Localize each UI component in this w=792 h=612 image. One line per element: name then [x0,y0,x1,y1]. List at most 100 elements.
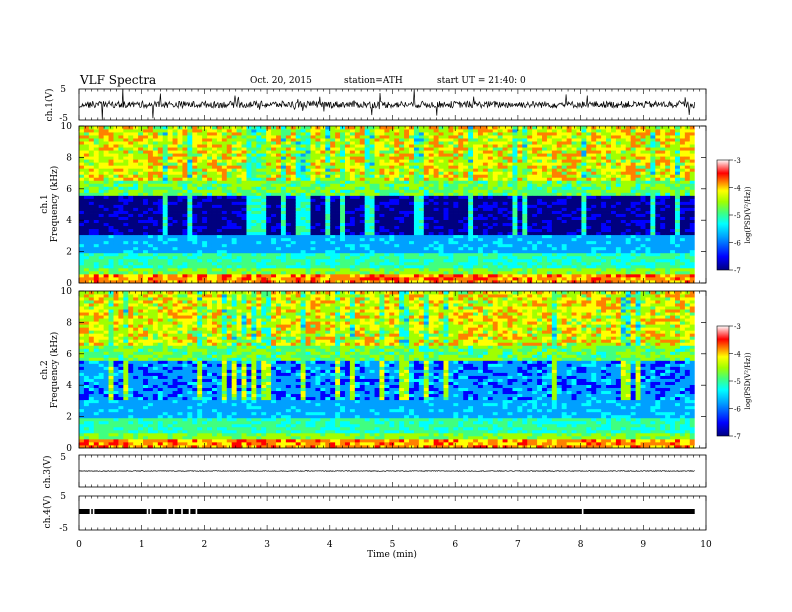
spectrogram-cell [123,216,129,220]
spectrogram-cell [369,144,375,148]
spectrogram-cell [207,225,213,230]
spectrogram-cell [477,249,484,254]
spectrogram-cell [103,147,109,151]
spectrogram-cell [473,126,479,130]
spectrogram-cell [512,144,518,148]
spectrogram-cell [211,204,218,208]
spectrogram-cell [295,207,302,211]
spectrogram-cell [473,189,479,193]
spectrogram-cell [123,207,129,211]
spectrogram-cell [537,165,543,169]
spectrogram-cell [354,276,361,281]
spectrogram-cell [453,237,459,242]
spectrogram-cell [108,258,114,263]
spectrogram-cell [389,240,395,245]
spectrogram-cell [88,228,95,233]
spectrogram-cell [325,129,331,133]
spectrogram-cell [226,228,233,233]
spectrogram-cell [497,258,504,263]
spectrogram-cell [211,216,218,220]
spectrogram-cell [202,258,208,263]
spectrogram-cell [177,189,183,193]
spectrogram-cell [546,207,553,211]
spectrogram-cell [285,198,292,202]
spectrogram-cell [359,213,366,217]
spectrogram-cell [532,228,538,233]
spectrogram-cell [473,204,479,208]
spectrogram-cell [359,270,366,275]
spectrogram-cell [364,252,371,257]
spectrogram-cell [369,258,375,263]
spectrogram-cell [399,195,405,199]
spectrogram-cell [335,126,341,130]
spectrogram-cell [522,201,528,205]
spectrogram-cell [128,246,134,251]
spectrogram-cell [231,153,238,157]
spectrogram-cell [241,270,247,275]
spectrogram-cell [482,180,489,184]
spectrogram-cell [369,246,375,251]
spectrogram-cell [261,222,267,227]
spectrogram-cell [118,135,124,139]
spectrogram-cell [453,177,459,181]
spectrogram-cell [330,141,336,145]
spectrogram-cell [83,252,90,257]
spectrogram-cell [123,129,129,133]
spectrogram-cell [152,198,159,202]
spectrogram-cell [359,168,366,172]
spectrogram-cell [211,237,218,242]
spectrogram-cell [226,246,233,251]
spectrogram-cell [418,159,425,163]
spectrogram-cell [256,267,262,272]
spectrogram-cell [276,153,282,157]
spectrogram-cell [443,138,449,142]
spectrogram-cell [231,258,238,263]
spectrogram-cell [128,165,134,169]
spectrogram-cell [207,258,213,263]
spectrogram-cell [492,198,499,202]
spectrogram-cell [335,207,341,211]
spectrogram-cell [335,216,341,220]
spectrogram-cell [497,213,504,217]
spectrogram-cell [118,273,124,278]
spectrogram-cell [192,168,198,172]
spectrogram-cell [290,201,297,205]
spectrogram-cell [192,222,198,227]
spectrogram-cell [276,243,282,248]
spectrogram-cell [276,135,282,139]
spectrogram-cell [300,240,306,245]
spectrogram-cell [448,162,454,166]
spectrogram-cell [251,195,257,199]
spectrogram-cell [300,270,306,275]
spectrogram-cell [389,204,395,208]
spectrogram-cell [192,129,198,133]
spectrogram-cell [93,192,100,196]
spectrogram-cell [197,276,203,281]
spectrogram-cell [497,264,504,269]
spectrogram-cell [113,219,119,224]
spectrogram-cell [404,189,410,193]
spectrogram-cell [93,243,100,248]
spectrogram-cell [172,192,178,196]
spectrogram-cell [79,153,85,157]
spectrogram-cell [207,189,213,193]
spectrogram-cell [349,270,356,275]
spectrogram-cell [79,210,85,214]
spectrogram-cell [266,228,272,233]
spectrogram-cell [83,141,90,145]
spectrogram-cell [98,144,105,148]
spectrogram-cell [394,222,400,227]
spectrogram-cell [276,171,282,175]
spectrogram-cell [522,189,528,193]
spectrogram-cell [354,270,361,275]
spectrogram-cell [197,255,203,260]
spectrogram-cell [349,234,356,239]
spectrogram-cell [389,270,395,275]
spectrogram-cell [108,162,114,166]
spectrogram-cell [236,243,242,248]
spectrogram-cell [364,192,371,196]
spectrogram-cell [236,144,242,148]
spectrogram-cell [320,207,326,211]
spectrogram-cell [418,261,425,266]
spectrogram-cell [453,219,459,224]
